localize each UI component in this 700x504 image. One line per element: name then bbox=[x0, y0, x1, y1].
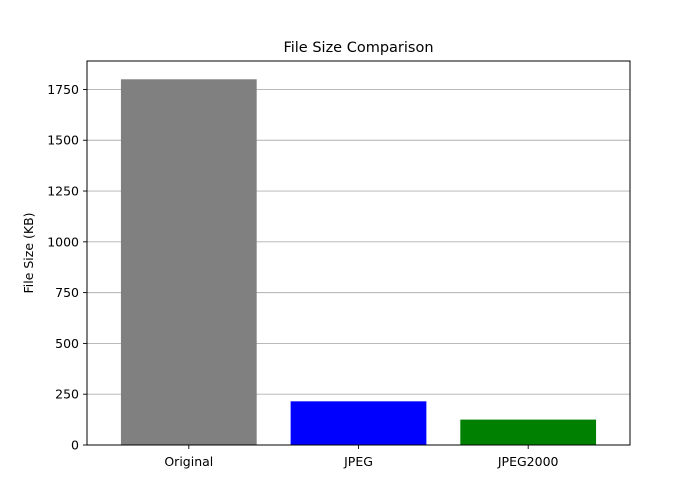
y-tick-label: 250 bbox=[55, 387, 79, 402]
y-tick-label: 1500 bbox=[47, 133, 79, 148]
bar-jpeg bbox=[290, 401, 427, 445]
x-tick-label: JPEG2000 bbox=[497, 454, 559, 469]
y-tick-label: 1000 bbox=[47, 234, 79, 249]
plot-frame bbox=[86, 60, 631, 446]
x-tick-label: JPEG bbox=[343, 454, 373, 469]
bar-original bbox=[120, 79, 257, 446]
y-axis-label: File Size (KB) bbox=[21, 212, 36, 293]
y-tick-label: 750 bbox=[55, 285, 79, 300]
chart-title: File Size Comparison bbox=[283, 40, 433, 56]
bar-jpeg2000 bbox=[460, 419, 597, 445]
y-tick-label: 1250 bbox=[47, 184, 79, 199]
y-tick-label: 500 bbox=[55, 336, 79, 351]
y-tick-label: 0 bbox=[71, 438, 79, 453]
y-tick-label: 1750 bbox=[47, 82, 79, 97]
x-tick-label: Original bbox=[164, 454, 213, 469]
tick-labels: 0 250 500 750 1000 1250 1500 1750 Original JPEG JP… bbox=[47, 82, 558, 469]
bars bbox=[120, 79, 597, 446]
axes bbox=[83, 60, 631, 449]
